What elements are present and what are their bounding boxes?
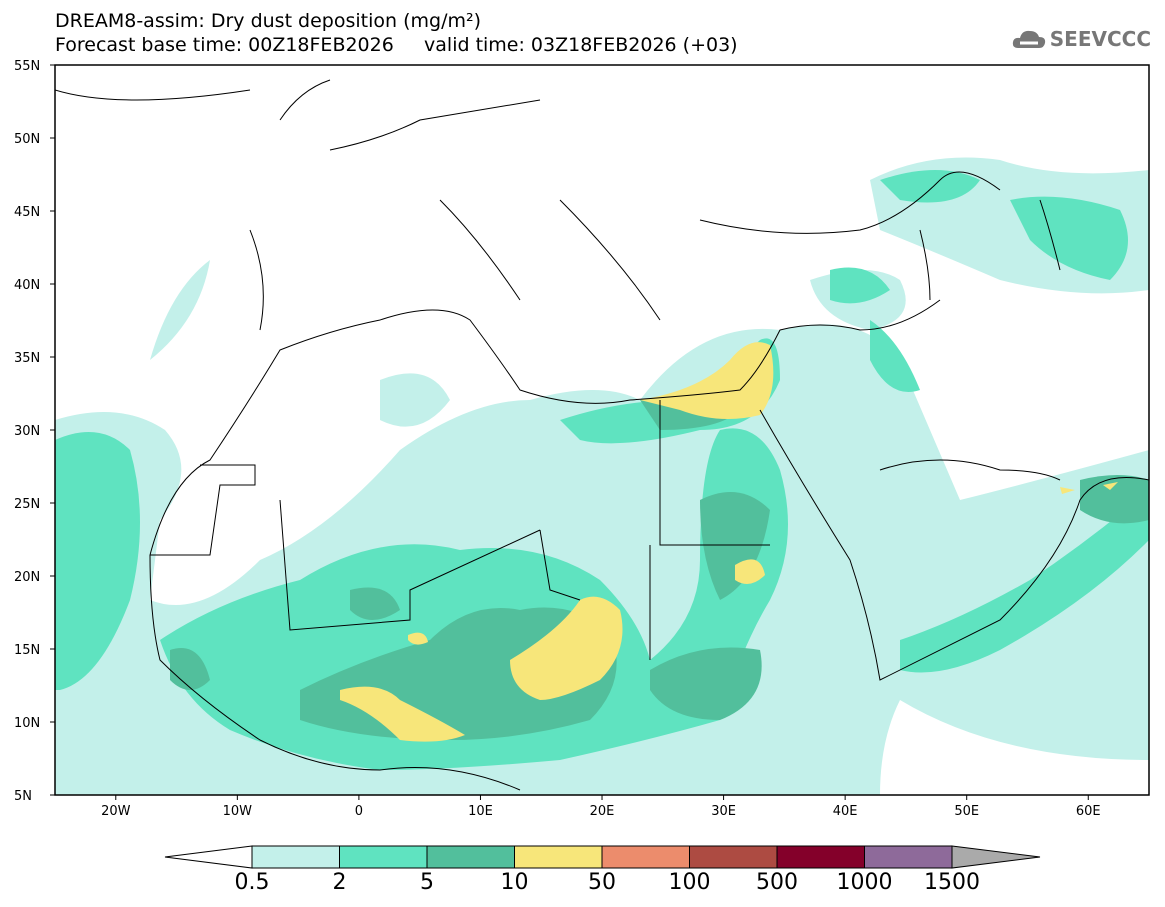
lat-label: 40N: [14, 278, 40, 293]
colorbar-swatch: [864, 845, 953, 869]
colorbar-under-arrow: [164, 845, 253, 869]
lon-label: 10W: [223, 804, 253, 819]
lat-label: 5N: [14, 789, 32, 804]
lat-label: 35N: [14, 351, 40, 366]
lon-label: 50E: [954, 804, 979, 819]
lat-label: 55N: [14, 59, 40, 74]
coastlines: [55, 79, 1149, 791]
colorbar-swatch: [339, 845, 428, 869]
lat-label: 25N: [14, 497, 40, 512]
lon-label: 40E: [833, 804, 858, 819]
lat-axis: 55N 50N 45N 40N 35N 30N 25N 20N 15N 10N 5N: [14, 59, 55, 804]
lat-label: 30N: [14, 424, 40, 439]
colorbar-label: 0.5: [234, 870, 270, 895]
colorbar-label: 2: [332, 870, 347, 895]
lat-label: 20N: [14, 570, 40, 585]
colorbar-swatch: [514, 845, 603, 869]
lat-label: 50N: [14, 132, 40, 147]
colorbar-label: 5: [420, 870, 434, 895]
logo-text: SEEVCCC: [1049, 27, 1151, 51]
lon-label: 20W: [101, 804, 131, 819]
lat-label: 15N: [14, 643, 40, 658]
colorbar-label: 1000: [836, 870, 893, 895]
forecast-times: Forecast base time: 00Z18FEB2026 valid t…: [55, 34, 738, 56]
lon-label: 20E: [590, 804, 615, 819]
colorbar-swatch: [689, 845, 778, 869]
lon-axis: 20W 10W 0 10E 20E 30E 40E 50E 60E: [101, 795, 1101, 819]
colorbar-label: 10: [500, 870, 529, 895]
colorbar-swatch: [426, 845, 515, 869]
lon-label: 60E: [1076, 804, 1101, 819]
colorbar-label: 50: [588, 870, 616, 895]
lon-label: 10E: [468, 804, 493, 819]
lat-label: 45N: [14, 205, 40, 220]
lat-label: 10N: [14, 716, 40, 731]
cloud-icon: [1012, 30, 1045, 48]
colorbar-over-arrow: [951, 845, 1041, 869]
lon-label: 30E: [711, 804, 736, 819]
colorbar-swatch: [776, 845, 865, 869]
colorbar-label: 100: [668, 870, 711, 895]
lon-label: 0: [355, 804, 363, 819]
dust-level-10-50: [340, 342, 1118, 742]
map-title: DREAM8-assim: Dry dust deposition (mg/m²…: [55, 10, 482, 32]
colorbar: [164, 845, 1041, 869]
colorbar-label: 500: [756, 870, 798, 895]
colorbar-label: 1500: [924, 870, 980, 895]
colorbar-swatch: [601, 845, 690, 869]
seevccc-logo: SEEVCCC: [1012, 27, 1151, 51]
colorbar-swatch: [251, 845, 340, 869]
dust-fields: [55, 157, 1149, 795]
